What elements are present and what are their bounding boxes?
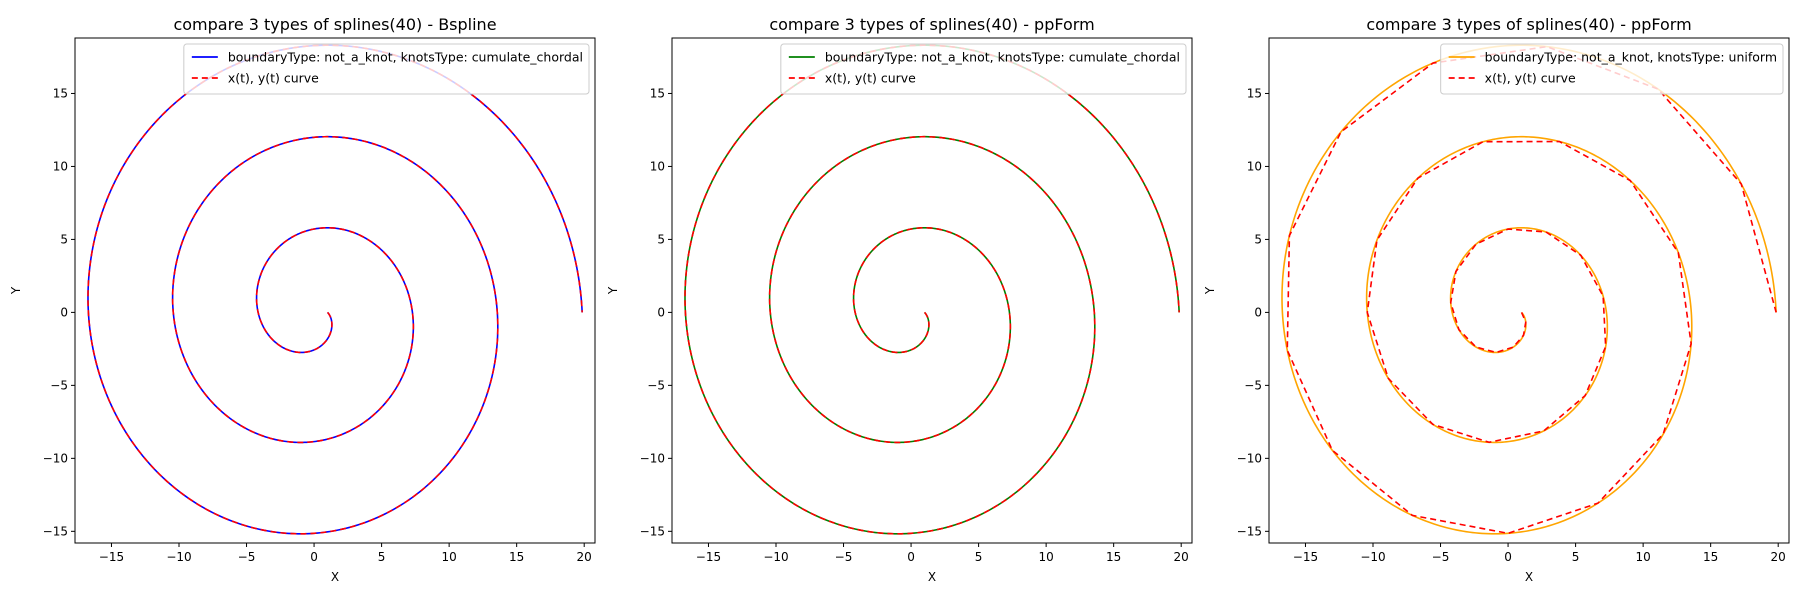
y-axis-label: Y bbox=[9, 286, 23, 295]
y-tick-label: 15 bbox=[53, 86, 68, 100]
axes-frame bbox=[1268, 37, 1790, 544]
y-tick-label: −5 bbox=[647, 378, 665, 392]
y-tick-label: 0 bbox=[657, 305, 665, 319]
x-axis-label: X bbox=[331, 570, 339, 584]
legend-label: x(t), y(t) curve bbox=[228, 71, 319, 86]
x-tick-label: 5 bbox=[378, 550, 386, 564]
x-tick-label: 10 bbox=[1635, 550, 1650, 564]
y-tick-label: 15 bbox=[650, 86, 665, 100]
y-tick-label: −5 bbox=[1244, 378, 1262, 392]
x-tick-label: 15 bbox=[509, 550, 524, 564]
x-tick-label: 20 bbox=[577, 550, 592, 564]
plot-area bbox=[1281, 44, 1777, 535]
legend-label: boundaryType: not_a_knot, knotsType: uni… bbox=[1485, 50, 1777, 65]
plot-area bbox=[87, 44, 583, 535]
legend-label: boundaryType: not_a_knot, knotsType: cum… bbox=[228, 50, 583, 65]
y-axis-label: Y bbox=[606, 286, 620, 295]
y-tick-label: 0 bbox=[1254, 305, 1262, 319]
chart-panel-1: compare 3 types of splines(40) - Bspline… bbox=[9, 15, 596, 584]
y-tick-label: −15 bbox=[43, 524, 68, 538]
x-tick-label: −10 bbox=[166, 550, 191, 564]
legend: boundaryType: not_a_knot, knotsType: cum… bbox=[780, 43, 1187, 95]
legend: boundaryType: not_a_knot, knotsType: uni… bbox=[1440, 43, 1784, 95]
y-tick-label: −10 bbox=[1237, 451, 1262, 465]
y-tick-label: 5 bbox=[60, 232, 68, 246]
chart-title: compare 3 types of splines(40) - ppForm bbox=[1366, 15, 1691, 34]
y-tick-label: −15 bbox=[1237, 524, 1262, 538]
y-tick-label: −5 bbox=[50, 378, 68, 392]
x-tick-label: 0 bbox=[907, 550, 915, 564]
x-tick-label: 0 bbox=[310, 550, 318, 564]
series-line-2 bbox=[87, 44, 583, 535]
x-tick-label: −10 bbox=[763, 550, 788, 564]
x-tick-label: 20 bbox=[1771, 550, 1786, 564]
y-tick-label: −10 bbox=[640, 451, 665, 465]
x-tick-label: 10 bbox=[441, 550, 456, 564]
x-tick-label: 10 bbox=[1038, 550, 1053, 564]
x-axis-label: X bbox=[1525, 570, 1533, 584]
legend-label: x(t), y(t) curve bbox=[1485, 71, 1576, 86]
x-tick-label: −15 bbox=[99, 550, 124, 564]
y-tick-label: 5 bbox=[1254, 232, 1262, 246]
x-tick-label: 0 bbox=[1504, 550, 1512, 564]
legend-label: boundaryType: not_a_knot, knotsType: cum… bbox=[825, 50, 1180, 65]
series-line-2 bbox=[684, 44, 1180, 535]
y-tick-label: 10 bbox=[650, 159, 665, 173]
x-tick-label: −15 bbox=[1293, 550, 1318, 564]
axes-frame bbox=[671, 37, 1193, 544]
y-tick-label: 5 bbox=[657, 232, 665, 246]
chart-title: compare 3 types of splines(40) - ppForm bbox=[769, 15, 1094, 34]
x-tick-label: −15 bbox=[696, 550, 721, 564]
y-tick-label: −15 bbox=[640, 524, 665, 538]
series-line-2 bbox=[1286, 45, 1777, 535]
x-tick-label: −5 bbox=[1432, 550, 1450, 564]
x-tick-label: 5 bbox=[975, 550, 983, 564]
legend-box bbox=[1440, 43, 1784, 95]
y-tick-label: 10 bbox=[53, 159, 68, 173]
series-line-1 bbox=[1281, 44, 1777, 535]
legend: boundaryType: not_a_knot, knotsType: cum… bbox=[183, 43, 590, 95]
y-axis-label: Y bbox=[1203, 286, 1217, 295]
y-tick-label: 10 bbox=[1247, 159, 1262, 173]
x-tick-label: 15 bbox=[1703, 550, 1718, 564]
y-tick-label: 15 bbox=[1247, 86, 1262, 100]
series-line-1 bbox=[87, 44, 583, 535]
y-tick-label: −10 bbox=[43, 451, 68, 465]
series-line-1 bbox=[684, 44, 1180, 535]
axes-frame bbox=[74, 37, 596, 544]
x-tick-label: −10 bbox=[1360, 550, 1385, 564]
legend-box bbox=[183, 43, 590, 95]
x-tick-label: −5 bbox=[835, 550, 853, 564]
x-axis-label: X bbox=[928, 570, 936, 584]
legend-box bbox=[780, 43, 1187, 95]
x-tick-label: 15 bbox=[1106, 550, 1121, 564]
chart-panel-3: compare 3 types of splines(40) - ppForm −… bbox=[1203, 15, 1790, 584]
y-tick-label: 0 bbox=[60, 305, 68, 319]
x-tick-label: 20 bbox=[1174, 550, 1189, 564]
chart-title: compare 3 types of splines(40) - Bspline bbox=[173, 15, 496, 34]
plot-area bbox=[684, 44, 1180, 535]
x-tick-label: 5 bbox=[1572, 550, 1580, 564]
x-tick-label: −5 bbox=[238, 550, 256, 564]
chart-panel-2: compare 3 types of splines(40) - ppForm −… bbox=[606, 15, 1193, 584]
legend-label: x(t), y(t) curve bbox=[825, 71, 916, 86]
